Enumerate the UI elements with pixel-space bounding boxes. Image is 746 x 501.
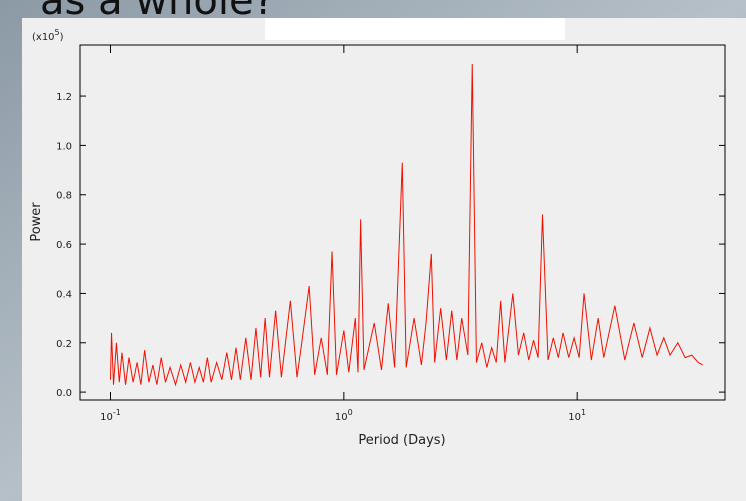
x-axis-label: Period (Days) [358,433,445,448]
x-tick-label: 100 [335,408,353,423]
x-tick-exponent: 1 [581,408,586,417]
x-tick-label: 101 [568,408,586,423]
y-tick-label: 0.8 [56,191,72,202]
y-tick-label: 1.2 [56,92,72,103]
x-tick-base: 10 [335,412,348,423]
y-axis-label: Power [29,202,44,242]
y-scale-base: (x10 [32,32,55,43]
y-tick-label: 0.4 [56,289,72,300]
chart-panel [22,18,746,501]
y-scale-close: ) [60,32,64,43]
y-scale-label: (x105) [32,28,64,43]
y-tick-label: 0.2 [56,339,72,350]
x-tick-label: 10-1 [100,408,121,423]
data-line [110,63,703,387]
y-tick-label: 0.6 [56,240,72,251]
x-tick-exponent: -1 [113,408,121,417]
x-tick-base: 10 [568,412,581,423]
y-scale-exponent: 5 [55,28,60,37]
plot-frame [79,44,726,401]
y-tick-label: 0.0 [56,388,72,399]
y-tick-label: 1.0 [56,141,72,152]
title-box [265,18,565,40]
x-tick-exponent: 0 [348,408,353,417]
x-tick-base: 10 [100,412,113,423]
